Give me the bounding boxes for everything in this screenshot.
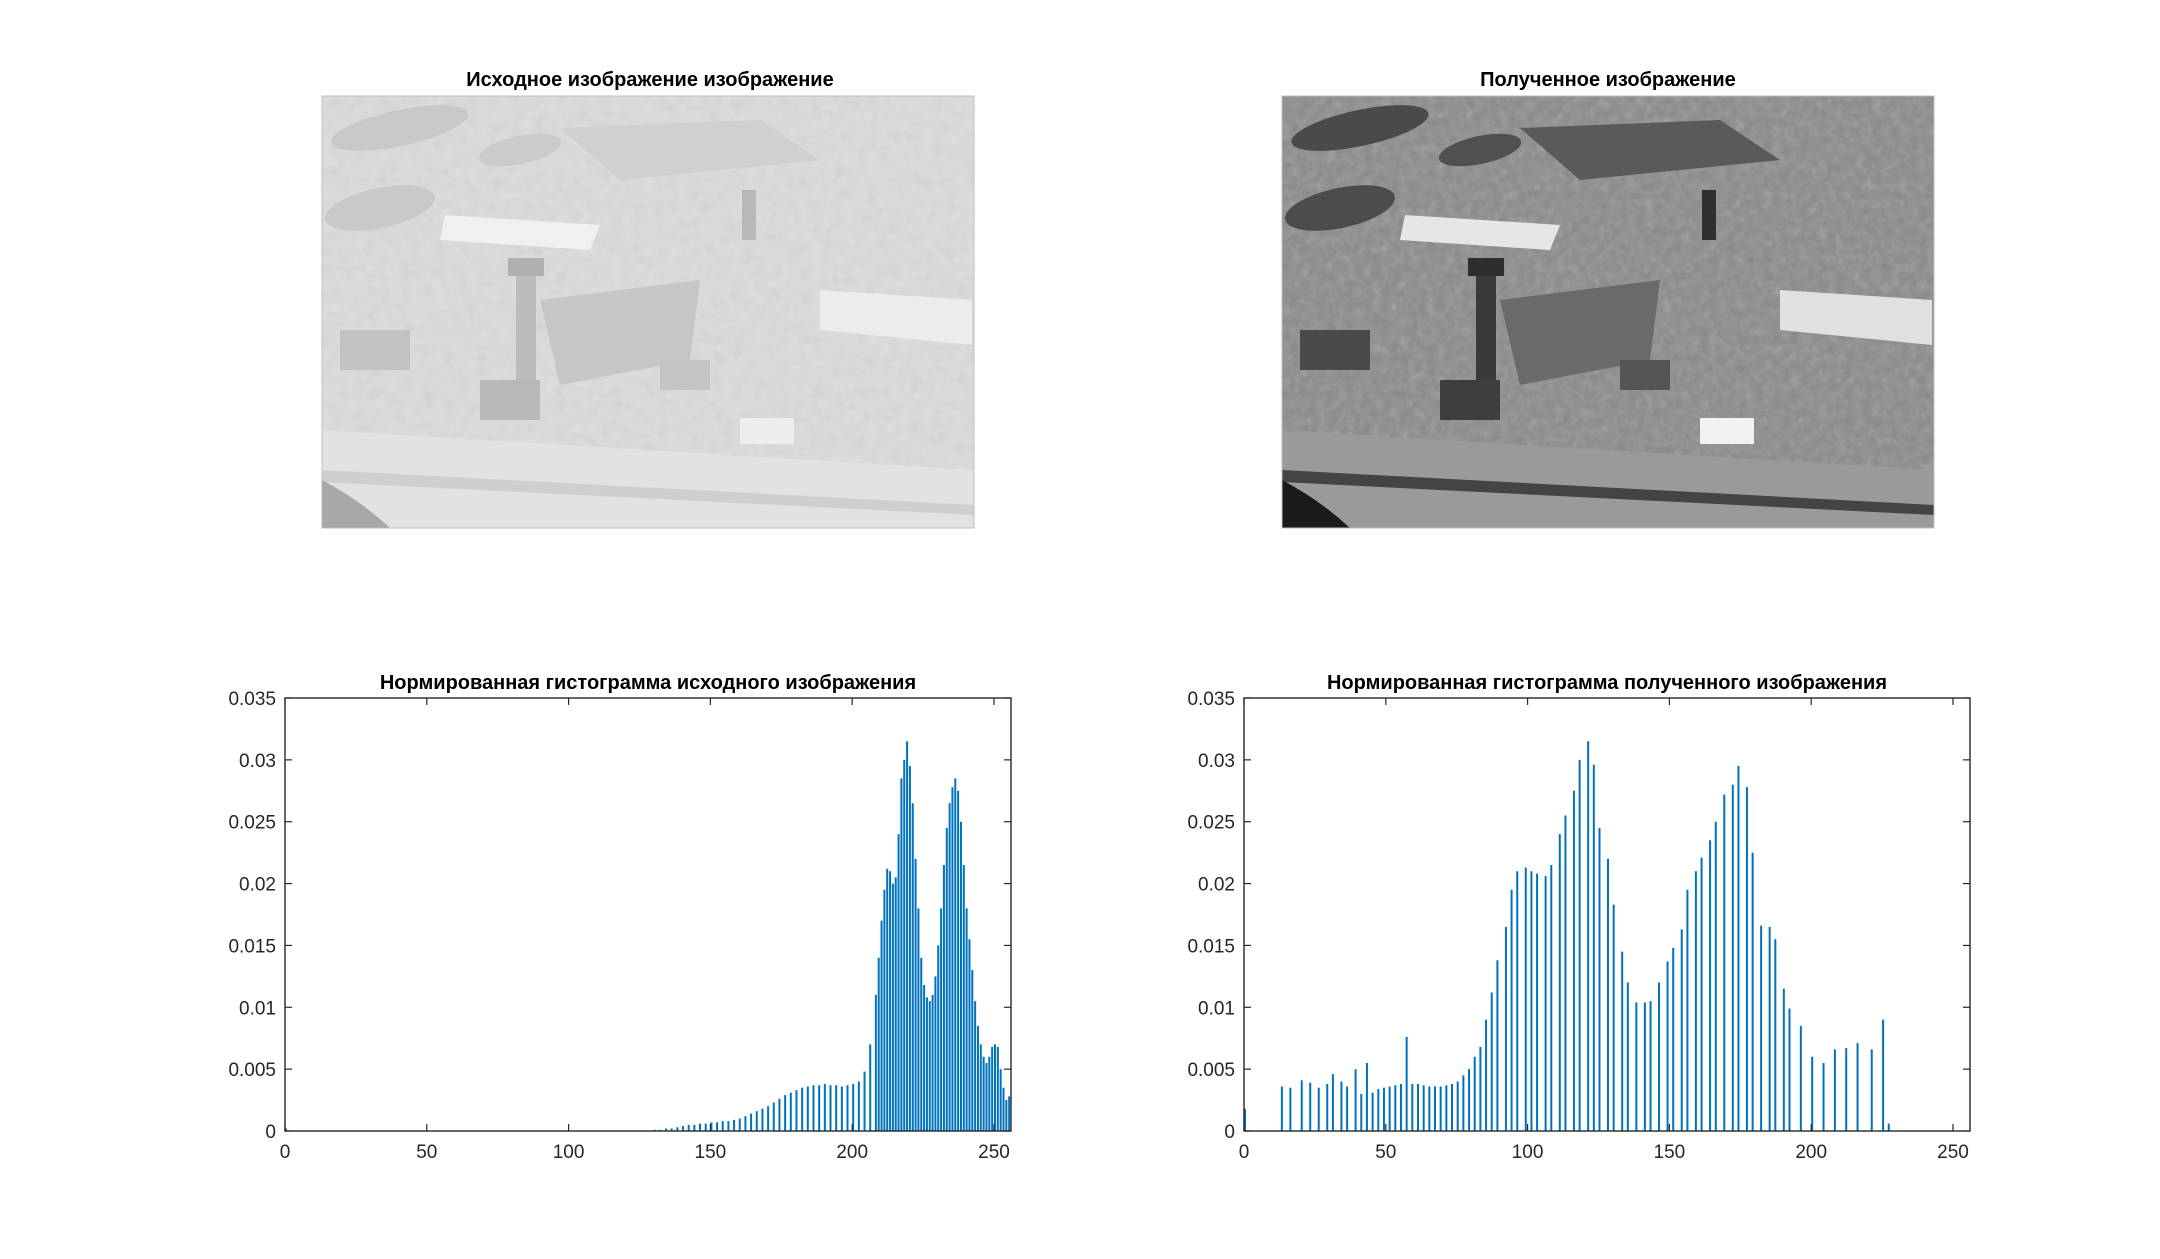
result-image-panel: Полученное изображение <box>1281 69 1935 529</box>
original-image-title: Исходное изображение изображение <box>466 69 833 91</box>
y-tick-label: 0.03 <box>239 751 276 772</box>
histogram-result-title: Нормированная гистограмма полученного из… <box>1327 672 1887 694</box>
y-tick-label: 0.015 <box>228 936 276 957</box>
y-tick-label: 0.035 <box>1187 689 1235 710</box>
histogram-original-axes-box <box>284 697 1012 1132</box>
y-tick-label: 0.005 <box>1187 1060 1235 1081</box>
x-tick-label: 200 <box>1795 1142 1827 1163</box>
result-image <box>1282 96 1934 528</box>
histogram-original-bars <box>285 741 1011 1131</box>
result-image-title: Полученное изображение <box>1480 69 1736 91</box>
y-tick-label: 0.025 <box>228 813 276 834</box>
x-tick-label: 0 <box>280 1142 291 1163</box>
histogram-result: Нормированная гистограмма полученного из… <box>1187 672 1971 1163</box>
x-tick-label: 0 <box>1239 1142 1250 1163</box>
original-image-panel: Исходное изображение изображение <box>321 69 975 529</box>
y-tick-label: 0 <box>265 1122 276 1143</box>
y-tick-label: 0.015 <box>1187 936 1235 957</box>
y-tick-label: 0.025 <box>1187 813 1235 834</box>
y-tick-label: 0.01 <box>1198 998 1235 1019</box>
y-tick-label: 0.01 <box>239 998 276 1019</box>
y-tick-label: 0.03 <box>1198 751 1235 772</box>
y-tick-label: 0.035 <box>228 689 276 710</box>
result-image-border <box>1281 95 1935 529</box>
y-tick-label: 0.02 <box>239 875 276 896</box>
histogram-result-bars <box>1244 741 1890 1131</box>
histogram-result-ticks: 0 50 100 150 200 250 0 0.005 0.01 0.015 0.02 0.025 0… <box>1187 689 1970 1163</box>
x-tick-label: 50 <box>1375 1142 1396 1163</box>
original-image <box>322 96 974 528</box>
x-tick-label: 150 <box>695 1142 727 1163</box>
y-tick-label: 0 <box>1224 1122 1235 1143</box>
x-tick-label: 150 <box>1654 1142 1686 1163</box>
x-tick-label: 200 <box>836 1142 868 1163</box>
y-tick-label: 0.005 <box>228 1060 276 1081</box>
x-tick-label: 100 <box>1512 1142 1544 1163</box>
x-tick-label: 100 <box>553 1142 585 1163</box>
y-tick-label: 0.02 <box>1198 875 1235 896</box>
histogram-result-axes-box <box>1243 697 1971 1132</box>
x-tick-label: 50 <box>416 1142 437 1163</box>
x-tick-label: 250 <box>1937 1142 1969 1163</box>
histogram-original-title: Нормированная гистограмма исходного изоб… <box>380 672 916 694</box>
histogram-original-ticks: 0 50 100 150 200 250 0 0.005 0.01 0.015 0.02 0.025 0… <box>228 689 1011 1163</box>
x-tick-label: 250 <box>978 1142 1010 1163</box>
original-image-border <box>321 95 975 529</box>
histogram-original: Нормированная гистограмма исходного изоб… <box>228 672 1012 1163</box>
